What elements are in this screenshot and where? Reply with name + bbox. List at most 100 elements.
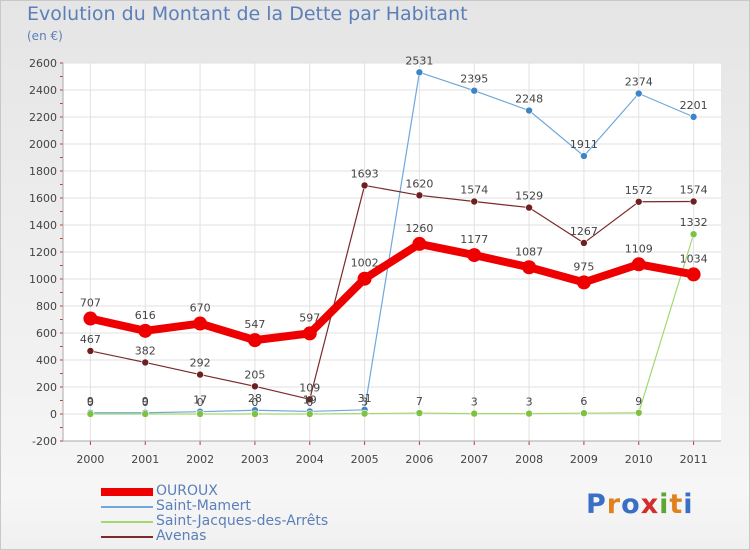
logo-letter: i (659, 489, 670, 520)
data-label: 597 (299, 311, 320, 324)
data-point (357, 271, 372, 286)
data-label: 1332 (680, 216, 708, 229)
x-tick-label: 2008 (515, 453, 543, 466)
data-point (470, 409, 479, 418)
data-label: 1109 (625, 242, 653, 255)
series-line-3 (89, 184, 695, 400)
data-point (470, 197, 479, 206)
data-label: 2201 (680, 99, 708, 112)
chart-title: Evolution du Montant de la Dette par Hab… (27, 3, 468, 25)
legend-label: Saint-Jacques-des-Arrêts (156, 513, 329, 529)
data-label: 0 (142, 396, 149, 409)
x-tick-label: 2007 (460, 453, 488, 466)
data-label: 2248 (515, 93, 543, 106)
data-point (686, 267, 701, 282)
data-point (251, 410, 259, 418)
data-label: 3 (471, 396, 478, 409)
data-label: 1574 (680, 184, 708, 197)
x-tick-label: 2009 (570, 453, 598, 466)
y-tick-label: 1000 (29, 273, 57, 286)
y-tick-label: 0 (50, 408, 57, 421)
data-label: 1260 (405, 222, 433, 235)
data-label: 975 (573, 260, 594, 273)
data-label: 17 (193, 394, 207, 407)
x-tick-label: 2001 (131, 453, 159, 466)
y-tick-label: 1800 (29, 165, 57, 178)
data-point (634, 408, 643, 417)
logo-letter: i (683, 489, 694, 520)
data-point (196, 370, 204, 379)
data-label: 292 (190, 357, 211, 370)
data-label: 9 (87, 395, 94, 408)
data-point (305, 410, 314, 418)
data-point (634, 89, 643, 98)
data-point (525, 409, 533, 418)
x-tick-label: 2010 (625, 453, 653, 466)
data-label: 2374 (625, 76, 653, 89)
data-point (470, 86, 479, 95)
data-label: 1572 (625, 184, 653, 197)
data-label: 1620 (405, 177, 433, 190)
y-tick-label: -200 (32, 435, 57, 448)
data-point (196, 410, 204, 418)
data-label: 9 (635, 395, 642, 408)
data-point (302, 326, 317, 341)
data-point (83, 311, 98, 326)
legend-label: Saint-Mamert (156, 498, 251, 514)
data-label: 3 (361, 396, 368, 409)
legend-swatch (101, 521, 153, 523)
proxiti-logo: Proxiti (586, 489, 694, 520)
data-label: 0 (251, 396, 258, 409)
data-point (580, 152, 588, 160)
x-tick-label: 2003 (241, 453, 269, 466)
data-label: 1693 (351, 167, 379, 180)
x-tick-label: 2006 (405, 453, 433, 466)
y-tick-label: 2400 (29, 84, 57, 97)
y-tick-label: 2600 (29, 57, 57, 70)
data-label: 1529 (515, 190, 543, 203)
data-label: 0 (306, 396, 313, 409)
legend-swatch (101, 506, 153, 508)
data-label: 382 (135, 344, 156, 357)
logo-letter: x (640, 489, 660, 520)
data-label: 467 (80, 333, 101, 346)
logo-letter: o (621, 489, 641, 520)
x-tick-label: 2004 (296, 453, 324, 466)
series-line-0 (86, 239, 698, 345)
data-label: 19 (303, 393, 317, 406)
series-line-2 (89, 233, 695, 415)
y-tick-label: 1600 (29, 192, 57, 205)
data-label: 205 (244, 368, 265, 381)
data-label: 1177 (460, 233, 488, 246)
data-point (193, 316, 208, 331)
data-label: 2531 (405, 54, 433, 67)
data-point (360, 181, 369, 190)
data-point (580, 409, 588, 417)
data-point (634, 197, 643, 206)
data-point (415, 409, 424, 417)
data-point (525, 203, 533, 212)
data-point (689, 230, 698, 238)
data-point (251, 382, 259, 391)
data-point (415, 191, 424, 200)
data-label: 31 (358, 392, 372, 405)
series-line-1 (89, 71, 695, 414)
data-label: 670 (190, 302, 211, 315)
data-label: 616 (135, 309, 156, 322)
y-tick-label: 200 (36, 381, 57, 394)
data-point (580, 239, 588, 247)
data-label: 3 (526, 396, 533, 409)
chart-subtitle: (en €) (27, 29, 63, 43)
x-tick-label: 2011 (680, 453, 708, 466)
data-point (86, 410, 95, 418)
data-label: 1911 (570, 138, 598, 151)
x-tick-label: 2000 (76, 453, 104, 466)
data-point (247, 333, 262, 348)
data-point (360, 409, 369, 418)
data-label: 6 (580, 395, 587, 408)
data-point (305, 395, 314, 404)
y-tick-label: 1200 (29, 246, 57, 259)
data-point (141, 410, 150, 418)
data-label: 2395 (460, 73, 488, 86)
